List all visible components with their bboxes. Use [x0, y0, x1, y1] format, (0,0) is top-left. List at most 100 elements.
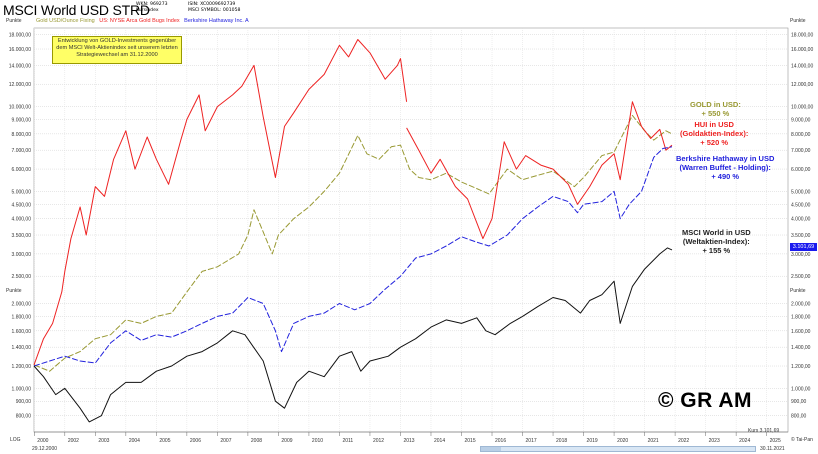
y-tick-label-right: 5.000,00: [791, 189, 811, 195]
legend-hui: US: NYSE Arca Gold Bugs Index: [99, 18, 180, 24]
x-tick-label: 2003: [98, 438, 109, 444]
x-tick-label: 2008: [251, 438, 262, 444]
y-tick-label-left: 6.000,00: [12, 167, 32, 173]
y-tick-label-left: 900,00: [16, 399, 32, 405]
y-tick-label-left: 3.500,00: [12, 233, 32, 239]
legend-gold: Gold USD/Ounce Fixing: [36, 18, 95, 24]
legend: Gold USD/Ounce Fixing US: NYSE Arca Gold…: [36, 18, 252, 24]
y-tick-label-right: 900,00: [791, 399, 807, 405]
x-tick-label: 2000: [37, 438, 48, 444]
x-tick-label: 2023: [709, 438, 720, 444]
x-tick-label: 2019: [587, 438, 598, 444]
grid: [33, 27, 789, 433]
annotation-brk: Berkshire Hathaway in USD (Warren Buffet …: [676, 154, 775, 181]
y-tick-label-right: 1.600,00: [791, 329, 811, 335]
y-tick-label-left: 1.000,00: [12, 386, 32, 392]
x-tick-label: 2005: [159, 438, 170, 444]
y-tick-label-left: 10.000,00: [9, 105, 31, 111]
y-tick-label-left: 14.000,00: [9, 63, 31, 69]
x-tick-label: 2012: [373, 438, 384, 444]
y-tick-label-left: 7.000,00: [12, 148, 32, 154]
y-tick-label-right: 800,00: [791, 414, 807, 420]
x-tick-label: 2004: [129, 438, 140, 444]
watermark: © GR AM: [658, 389, 753, 412]
y-tick-label-left: 9.000,00: [12, 117, 32, 123]
series-line-0: [34, 114, 673, 372]
x-tick-label: 2010: [312, 438, 323, 444]
x-tick-label: 2013: [403, 438, 414, 444]
annotation-hui: HUI in USD (Goldaktien-Index): + 520 %: [680, 120, 749, 147]
x-tick-label: 2024: [739, 438, 750, 444]
unit-label-right-lower: Punkte: [790, 288, 806, 294]
x-tick-label: 2015: [465, 438, 476, 444]
x-tick-label: 2017: [526, 438, 537, 444]
series-line-1: [33, 39, 408, 366]
series-line-3: [33, 146, 673, 367]
legend-brk: Berkshire Hathaway Inc. A: [184, 18, 249, 24]
y-tick-label-right: 8.000,00: [791, 132, 811, 138]
unit-label-left-lower: Punkte: [6, 288, 22, 294]
info-note: Entwicklung von GOLD-Investments gegenüb…: [52, 36, 182, 64]
y-tick-label-left: 1.600,00: [12, 329, 32, 335]
series-group: [33, 39, 673, 423]
y-tick-label-left: 5.000,00: [12, 189, 32, 195]
series-line-2: [406, 101, 673, 240]
unit-label-right: Punkte: [790, 18, 806, 24]
right-axis: 800,00 900,00 1.000,00 1.200,00 1.400,00 1.60…: [791, 33, 813, 420]
y-tick-label-left: 8.000,00: [12, 132, 32, 138]
unit-label-left: Punkte: [6, 18, 22, 24]
y-tick-label-right: 16.000,00: [791, 47, 813, 53]
y-tick-label-left: 18.000,00: [9, 33, 31, 39]
y-tick-label-right: 1.200,00: [791, 364, 811, 370]
y-tick-label-right: 14.000,00: [791, 63, 813, 69]
y-tick-label-right: 1.800,00: [791, 314, 811, 320]
series-line-4: [33, 247, 673, 423]
y-tick-label-left: 2.500,00: [12, 274, 32, 280]
x-tick-label: 2016: [495, 438, 506, 444]
x-tick-label: 2018: [556, 438, 567, 444]
y-tick-label-left: 4.000,00: [12, 217, 32, 223]
header-wkn: WKN: 969273 Kursindex: [136, 2, 168, 13]
y-tick-label-left: 800,00: [16, 414, 32, 420]
time-scrollbar[interactable]: [480, 446, 756, 452]
x-tick-label: 2011: [342, 438, 353, 444]
footer-copyright: © Tai-Pan: [791, 437, 813, 443]
y-tick-label-left: 4.500,00: [12, 202, 32, 208]
y-tick-label-left: 3.000,00: [12, 252, 32, 258]
left-axis: 800,00 900,00 1.000,00 1.200,00 1.400,00 1.60…: [9, 33, 31, 420]
x-axis: 2000 2002 2003 2004 2005 2006 2007 2008 2009 2010…: [34, 431, 788, 444]
y-tick-label-right: 3.000,00: [791, 252, 811, 258]
x-tick-label: 2022: [678, 438, 689, 444]
y-tick-label-left: 16.000,00: [9, 47, 31, 53]
x-tick-label: 2006: [190, 438, 201, 444]
y-tick-label-left: 1.400,00: [12, 345, 32, 351]
scrollbar-thumb[interactable]: [481, 447, 501, 451]
y-tick-label-left: 2.000,00: [12, 302, 32, 308]
y-tick-label-right: 10.000,00: [791, 105, 813, 111]
kurs-text: Kurs 3.101,69: [748, 428, 780, 434]
y-tick-label-right: 3.500,00: [791, 233, 811, 239]
x-tick-label: 2014: [434, 438, 445, 444]
log-label: LOG: [10, 437, 21, 443]
y-tick-label-right: 12.000,00: [791, 82, 813, 88]
y-tick-label-right: 1.400,00: [791, 345, 811, 351]
header-isin: ISIN: XC0009692739 MSCI SYMBOL: 001058: [188, 2, 241, 13]
y-tick-label-left: 12.000,00: [9, 82, 31, 88]
y-tick-label-left: 1.800,00: [12, 314, 32, 320]
date-start: 29.12.2000: [32, 446, 58, 452]
price-tag: 3.101,69: [790, 243, 817, 251]
annotation-msci: MSCI World in USD (Weltaktien-Index): + 15…: [682, 228, 751, 255]
x-tick-label: 2007: [220, 438, 231, 444]
y-tick-label-right: 1.000,00: [791, 386, 811, 392]
y-tick-label-right: 4.500,00: [791, 202, 811, 208]
y-tick-label-right: 4.000,00: [791, 217, 811, 223]
x-tick-label: 2021: [648, 438, 659, 444]
date-end: 30.11.2021: [760, 446, 785, 452]
y-tick-label-right: 2.000,00: [791, 302, 811, 308]
y-tick-label-right: 7.000,00: [791, 148, 811, 154]
annotation-gold: GOLD in USD: + 550 %: [690, 100, 741, 118]
x-tick-label: 2002: [68, 438, 79, 444]
x-tick-label: 2020: [617, 438, 628, 444]
x-tick-label: 2009: [281, 438, 292, 444]
